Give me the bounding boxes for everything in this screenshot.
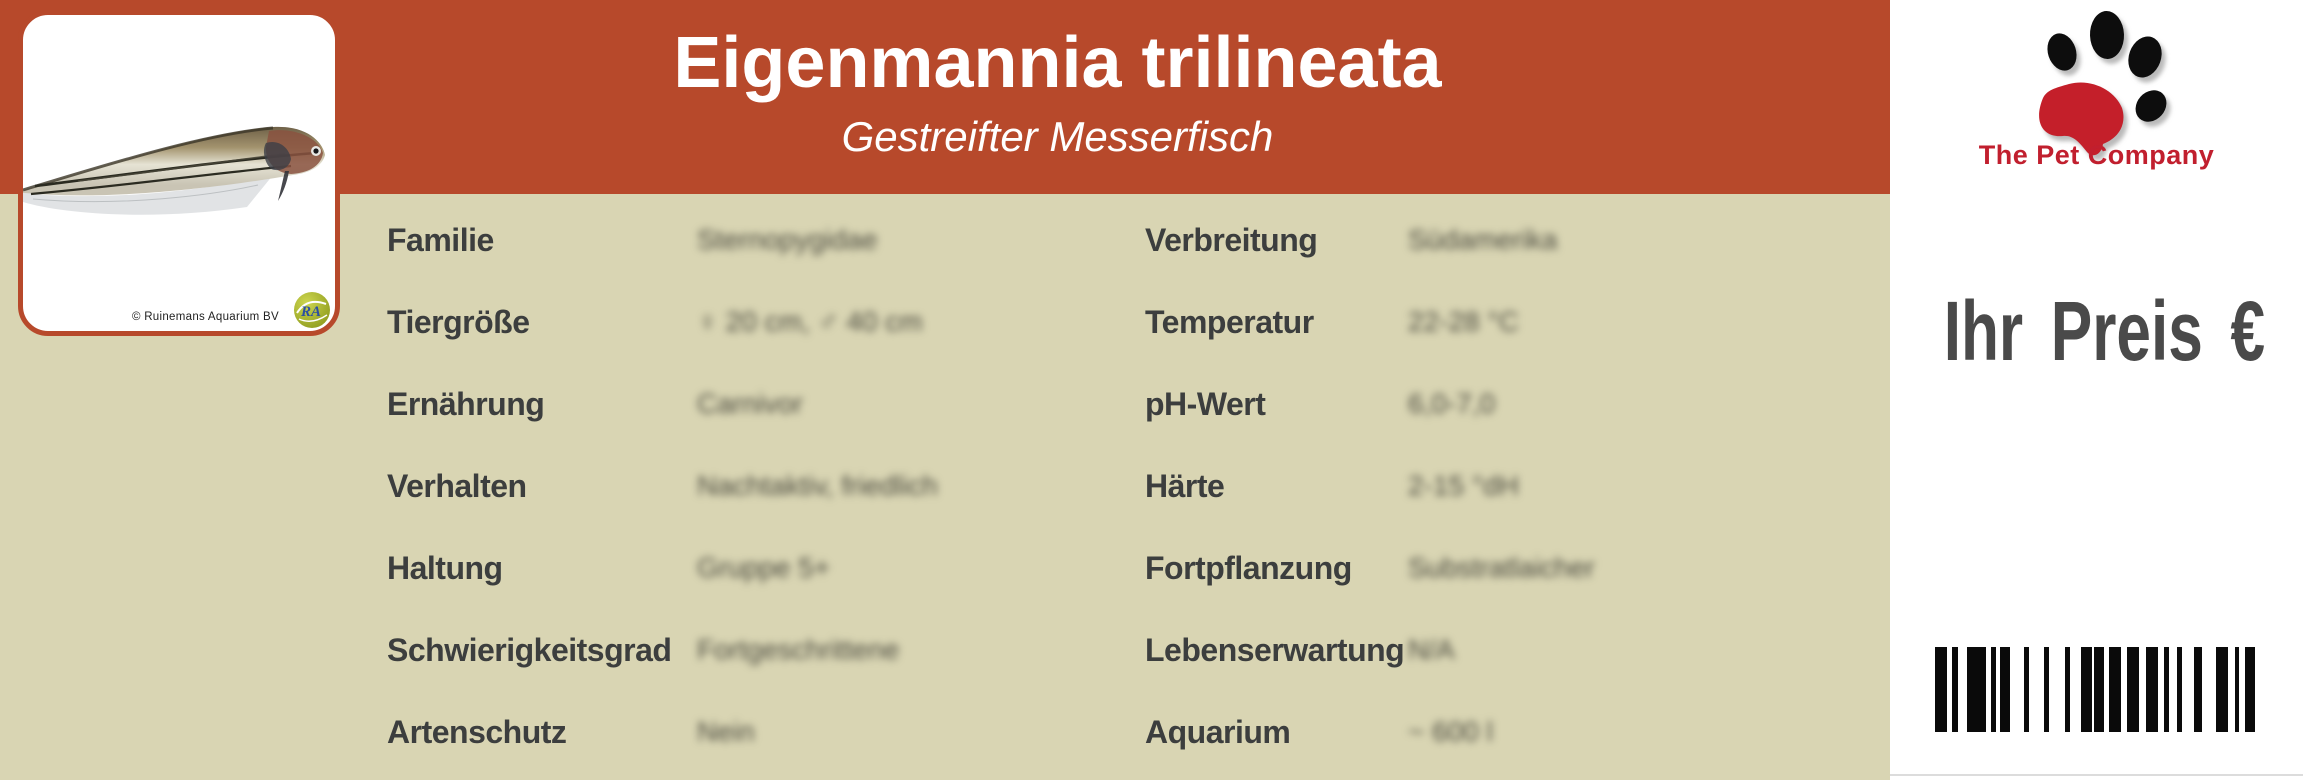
fish-photo-card: © Ruinemans Aquarium BV RA [18,10,340,336]
spec-value-blurred: ♀ 20 cm, ♂ 40 cm [697,306,923,337]
spec-value-blurred: 2-15 °dH [1408,470,1519,501]
spec-label: Ernährung [387,386,545,422]
spec-table: Familie Sternopygidae Verbreitung Südame… [0,194,1890,780]
spec-label: Tiergröße [387,304,530,340]
spec-row: Schwierigkeitsgrad Fortgeschrittene Lebe… [0,629,1890,671]
spec-row: Verhalten Nachtaktiv, friedlich Härte 2-… [0,465,1890,507]
spec-value-blurred: Sternopygidae [697,224,878,255]
spec-label: Haltung [387,550,503,586]
spec-label: Fortpflanzung [1145,550,1352,586]
spec-row: Familie Sternopygidae Verbreitung Südame… [0,219,1890,261]
label-body: Eigenmannia trilineata Gestreifter Messe… [0,0,1890,780]
header-titles: Eigenmannia trilineata Gestreifter Messe… [340,22,1775,162]
spec-value-blurred: N/A [1408,634,1455,665]
price-label: Ihr Preis € [1943,284,2266,378]
spec-value-blurred: Nachtaktiv, friedlich [697,470,938,501]
spec-row: Artenschutz Nein Aquarium ~ 600 l [0,711,1890,753]
ra-watermark-letters: RA [300,304,321,320]
spec-value-blurred: Südamerika [1408,224,1558,255]
spec-label: Schwierigkeitsgrad [387,632,672,668]
spec-label: Artenschutz [387,714,567,750]
spec-label: pH-Wert [1145,386,1266,422]
photo-credit: © Ruinemans Aquarium BV [131,311,279,323]
spec-label: Aquarium [1145,714,1291,750]
paw-logo-icon [2039,11,2167,156]
price-panel: The Pet Company Ihr Preis € [1890,0,2303,780]
label-bottom-edge [1890,774,2303,776]
spec-value-blurred: 6,0-7,0 [1408,388,1496,419]
species-title: Eigenmannia trilineata [673,23,1442,103]
spec-value-blurred: ~ 600 l [1408,716,1493,747]
spec-label: Familie [387,222,494,258]
spec-value-blurred: Nein [697,716,755,747]
spec-label: Lebenserwartung [1145,632,1405,668]
spec-row: Haltung Gruppe 5+ Fortpflanzung Substrat… [0,547,1890,589]
spec-value-blurred: Fortgeschrittene [697,634,900,665]
spec-value-blurred: Carnivor [697,388,803,419]
barcode [1935,647,2257,732]
brand-name: The Pet Company [1978,140,2215,170]
spec-row: Tiergröße ♀ 20 cm, ♂ 40 cm Temperatur 22… [0,301,1890,343]
fish-photo [23,126,325,215]
common-name-subtitle: Gestreifter Messerfisch [841,113,1274,160]
spec-value-blurred: Substratlaicher [1408,552,1595,583]
spec-value-blurred: Gruppe 5+ [697,552,831,583]
spec-row: Ernährung Carnivor pH-Wert 6,0-7,0 [0,383,1890,425]
spec-label: Härte [1145,468,1225,504]
spec-label: Verbreitung [1145,222,1318,258]
spec-value-blurred: 22-28 °C [1408,306,1519,337]
ra-watermark-icon: RA [294,292,330,328]
spec-label: Verhalten [387,468,527,504]
spec-label: Temperatur [1145,304,1314,340]
